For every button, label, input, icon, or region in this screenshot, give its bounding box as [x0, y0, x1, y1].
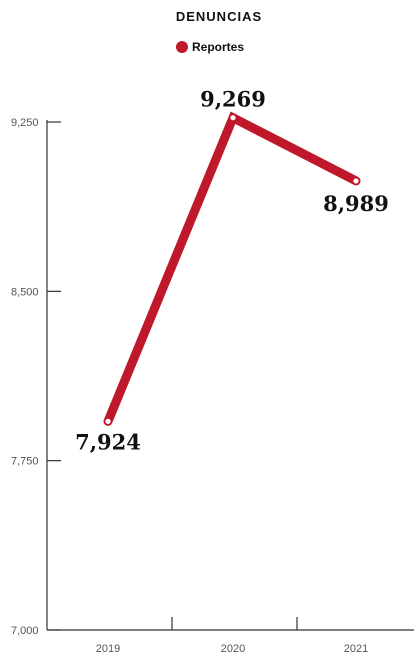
- y-axis: 7,000 7,750 8,500 9,250: [11, 117, 61, 637]
- data-labels: 7,924 9,269 8,989: [75, 87, 389, 455]
- x-tick-label: 2019: [96, 643, 120, 655]
- x-tick-label: 2021: [344, 643, 368, 655]
- legend-marker-reportes: [176, 41, 188, 53]
- legend: Reportes: [176, 40, 244, 54]
- legend-label-reportes: Reportes: [192, 40, 244, 54]
- y-tick-label: 8,500: [11, 286, 39, 298]
- data-label: 9,269: [200, 87, 266, 112]
- series-reportes: [103, 111, 361, 426]
- series-line-reportes: [103, 111, 361, 426]
- data-point: [352, 177, 360, 185]
- x-axis: 2019 2020 2021: [47, 617, 414, 655]
- x-tick-label: 2020: [221, 643, 245, 655]
- y-tick-label: 7,000: [11, 625, 39, 637]
- y-tick-label: 9,250: [11, 117, 39, 129]
- data-point: [104, 417, 112, 426]
- data-label: 7,924: [75, 429, 141, 454]
- y-tick-label: 7,750: [11, 456, 39, 468]
- chart-title: DENUNCIAS: [176, 9, 262, 24]
- data-point: [229, 113, 237, 122]
- data-label: 8,989: [323, 191, 389, 216]
